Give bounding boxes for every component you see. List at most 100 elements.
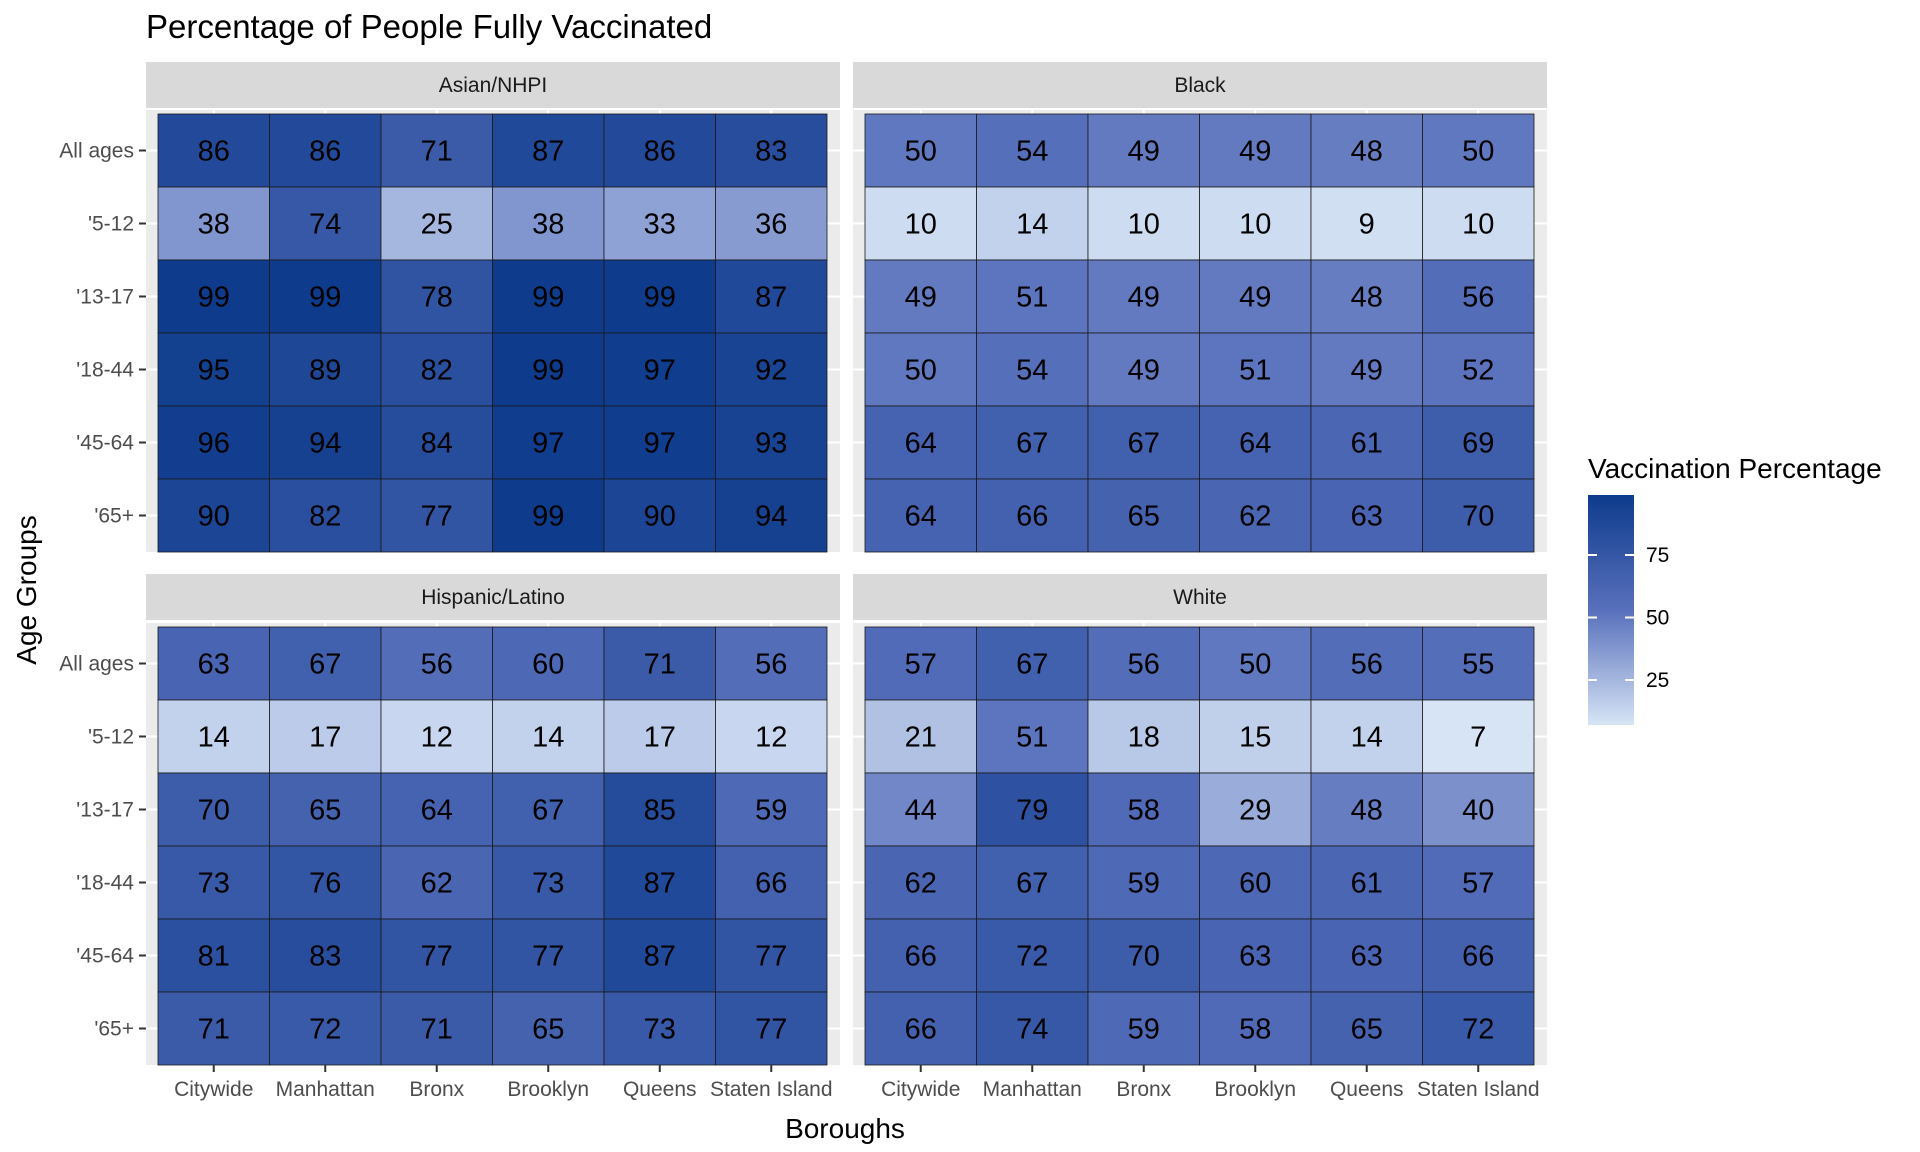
cell-value-label: 49 bbox=[905, 282, 937, 314]
cell-value-label: 57 bbox=[905, 649, 937, 681]
cell-value-label: 67 bbox=[532, 795, 564, 827]
heatmap-cell bbox=[157, 405, 270, 480]
cell-value-label: 50 bbox=[1462, 136, 1494, 168]
cell-value-label: 77 bbox=[532, 941, 564, 973]
cell-value-label: 60 bbox=[1239, 868, 1271, 900]
heatmap-cell bbox=[1087, 186, 1200, 261]
cell-value-label: 29 bbox=[1239, 795, 1271, 827]
heatmap-cell bbox=[864, 918, 977, 993]
facet-strip-label: Hispanic/Latino bbox=[421, 586, 565, 609]
cell-value-label: 66 bbox=[905, 941, 937, 973]
heatmap-cell bbox=[976, 699, 1089, 774]
facet-strip-label: Black bbox=[1174, 74, 1226, 97]
cell-value-label: 78 bbox=[421, 282, 453, 314]
cell-value-label: 76 bbox=[309, 868, 341, 900]
cell-value-label: 49 bbox=[1128, 136, 1160, 168]
heatmap-cell bbox=[864, 186, 977, 261]
cell-value-label: 86 bbox=[198, 136, 230, 168]
cell-value-label: 59 bbox=[1128, 1014, 1160, 1046]
cell-value-label: 14 bbox=[1351, 722, 1383, 754]
cell-value-label: 54 bbox=[1016, 355, 1048, 387]
x-axis-tick-label: Bronx bbox=[409, 1078, 464, 1101]
heatmap-cell bbox=[1422, 991, 1535, 1066]
heatmap-cell bbox=[864, 845, 977, 920]
heatmap-cell bbox=[976, 259, 1089, 334]
heatmap-cell bbox=[1087, 405, 1200, 480]
cell-value-label: 73 bbox=[198, 868, 230, 900]
cell-value-label: 7 bbox=[1470, 722, 1486, 754]
cell-value-label: 49 bbox=[1128, 282, 1160, 314]
cell-value-label: 38 bbox=[532, 209, 564, 241]
cell-value-label: 71 bbox=[198, 1014, 230, 1046]
x-axis-tick-label: Manhattan bbox=[983, 1078, 1082, 1101]
heatmap-cell bbox=[492, 991, 605, 1066]
cell-value-label: 66 bbox=[755, 868, 787, 900]
legend: Vaccination Percentage 25 50 75 bbox=[1588, 453, 1882, 725]
y-axis-tick-label: '13-17 bbox=[76, 799, 134, 822]
cell-value-label: 71 bbox=[421, 136, 453, 168]
cell-value-label: 56 bbox=[1351, 649, 1383, 681]
cell-value-label: 77 bbox=[755, 941, 787, 973]
heatmap-cell bbox=[157, 478, 270, 553]
cell-value-label: 83 bbox=[755, 136, 787, 168]
cell-value-label: 72 bbox=[309, 1014, 341, 1046]
cell-value-label: 90 bbox=[644, 501, 676, 533]
cell-value-label: 52 bbox=[1462, 355, 1494, 387]
cell-value-label: 87 bbox=[755, 282, 787, 314]
heatmap-cell bbox=[603, 845, 716, 920]
heatmap-cell bbox=[1422, 699, 1535, 774]
x-axis-tick-label: Queens bbox=[1330, 1078, 1404, 1101]
cell-value-label: 82 bbox=[421, 355, 453, 387]
cell-value-label: 64 bbox=[1239, 428, 1271, 460]
cell-value-label: 71 bbox=[644, 649, 676, 681]
cell-value-label: 86 bbox=[309, 136, 341, 168]
heatmap-cell bbox=[380, 113, 493, 188]
cell-value-label: 77 bbox=[755, 1014, 787, 1046]
facet-strip bbox=[853, 574, 1547, 620]
heatmap-cell bbox=[603, 699, 716, 774]
cell-value-label: 60 bbox=[532, 649, 564, 681]
cell-value-label: 99 bbox=[644, 282, 676, 314]
y-axis-tick-label: '65+ bbox=[94, 1018, 134, 1041]
heatmap-cell bbox=[864, 332, 977, 407]
cell-value-label: 63 bbox=[1351, 941, 1383, 973]
cell-value-label: 66 bbox=[1462, 941, 1494, 973]
cell-value-label: 49 bbox=[1351, 355, 1383, 387]
cell-value-label: 49 bbox=[1128, 355, 1160, 387]
cell-value-label: 61 bbox=[1351, 428, 1383, 460]
x-axis-tick-label: Staten Island bbox=[710, 1078, 833, 1101]
legend-ticks: 25 50 75 bbox=[1588, 544, 1669, 692]
legend-tick-label: 75 bbox=[1646, 544, 1669, 567]
y-axis-tick-label: '18-44 bbox=[76, 872, 134, 895]
heatmap-cell bbox=[1422, 405, 1535, 480]
heatmap-cell bbox=[1422, 113, 1535, 188]
heatmap-cell bbox=[157, 772, 270, 847]
heatmap-cell bbox=[976, 918, 1089, 993]
cell-value-label: 95 bbox=[198, 355, 230, 387]
y-axis-tick-label: All ages bbox=[59, 653, 134, 676]
cell-value-label: 79 bbox=[1016, 795, 1048, 827]
heatmap-cell bbox=[380, 332, 493, 407]
heatmap-cell bbox=[1087, 626, 1200, 701]
facet-strip bbox=[146, 62, 840, 108]
heatmap-cell bbox=[380, 405, 493, 480]
heatmap-cell bbox=[864, 626, 977, 701]
heatmap-cell bbox=[157, 186, 270, 261]
cell-value-label: 85 bbox=[644, 795, 676, 827]
cell-value-label: 56 bbox=[755, 649, 787, 681]
cell-value-label: 74 bbox=[309, 209, 341, 241]
heatmap-cell bbox=[269, 918, 382, 993]
facet-panel-asian-nhpi: Asian/NHPI 86 86 71 87 86 83 38 74 25 38 33 36 99 99 78… bbox=[59, 62, 840, 553]
heatmap-cell bbox=[1310, 405, 1423, 480]
cell-value-label: 66 bbox=[905, 1014, 937, 1046]
cell-value-label: 21 bbox=[905, 722, 937, 754]
cell-value-label: 17 bbox=[309, 722, 341, 754]
facet-strip bbox=[853, 62, 1547, 108]
heatmap-cell bbox=[380, 699, 493, 774]
heatmap-cell bbox=[976, 478, 1089, 553]
heatmap-cell bbox=[1422, 845, 1535, 920]
cell-value-label: 58 bbox=[1239, 1014, 1271, 1046]
cell-value-label: 67 bbox=[1128, 428, 1160, 460]
x-axis-tick-label: Queens bbox=[623, 1078, 697, 1101]
legend-title: Vaccination Percentage bbox=[1588, 453, 1882, 484]
